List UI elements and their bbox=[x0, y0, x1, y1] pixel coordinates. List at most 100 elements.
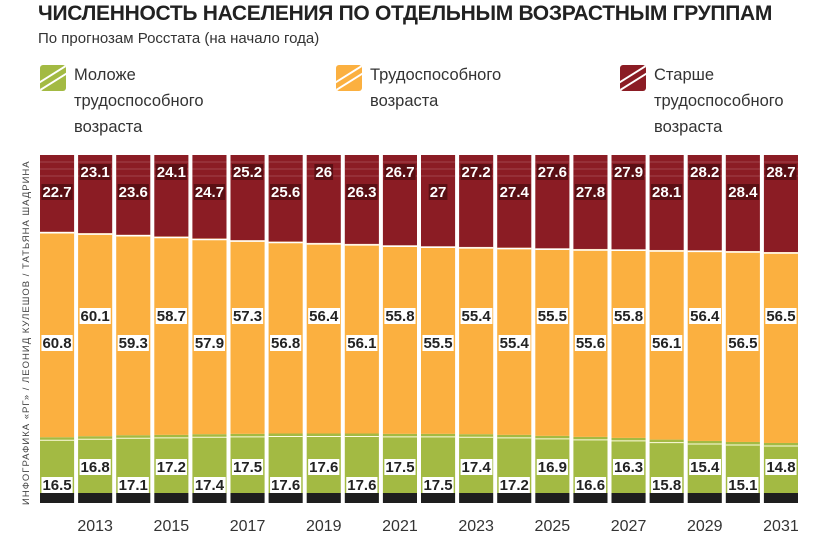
label-young-2022-bg bbox=[422, 477, 454, 493]
label-old-2022: 27 bbox=[430, 184, 447, 201]
label-old-2022-group: 27 bbox=[428, 184, 448, 201]
x-tick-label-2029: 2029 bbox=[687, 518, 723, 535]
label-working-2018: 56.8 bbox=[271, 335, 300, 352]
label-working-2026: 55.6 bbox=[576, 335, 605, 352]
label-old-2018: 25.6 bbox=[271, 184, 300, 201]
label-old-2029-group: 28.2 bbox=[689, 164, 721, 181]
label-working-2023-group: 55.4 bbox=[460, 308, 493, 325]
bar-base-2019 bbox=[306, 493, 341, 503]
label-young-2030-bg bbox=[727, 477, 759, 493]
label-young-2015-bg bbox=[155, 459, 187, 475]
label-old-2020-bg bbox=[346, 184, 378, 200]
label-working-2028-group: 56.1 bbox=[651, 335, 683, 352]
label-working-2022-group: 55.5 bbox=[422, 335, 454, 352]
label-old-2021-group: 26.7 bbox=[384, 164, 416, 181]
label-young-2014-group: 17.1 bbox=[117, 477, 149, 494]
label-young-2028: 15.8 bbox=[652, 477, 681, 494]
label-working-2017: 57.3 bbox=[233, 308, 262, 325]
bar-working-2014 bbox=[116, 234, 151, 436]
label-young-2029-group: 15.4 bbox=[689, 459, 722, 476]
label-old-2012-bg bbox=[41, 184, 73, 200]
label-old-2023: 27.2 bbox=[462, 164, 491, 181]
label-young-2031-bg bbox=[765, 459, 797, 475]
label-old-2015-group: 24.1 bbox=[155, 164, 187, 181]
bar-working-2029 bbox=[687, 250, 722, 441]
label-young-2018-bg bbox=[270, 477, 302, 493]
label-old-2013-group: 23.1 bbox=[79, 164, 111, 181]
label-working-2027-group: 55.8 bbox=[612, 308, 645, 325]
label-working-2017-bg bbox=[231, 308, 264, 324]
label-young-2023-bg bbox=[460, 459, 493, 475]
label-old-2019-bg bbox=[314, 164, 334, 180]
bar-base-2017 bbox=[230, 493, 265, 503]
x-tick-label-2027: 2027 bbox=[611, 518, 647, 535]
x-tick-label-2031: 2031 bbox=[763, 518, 799, 535]
bar-base-2012 bbox=[40, 493, 75, 503]
label-working-2017-group: 57.3 bbox=[231, 308, 264, 325]
label-working-2031-bg bbox=[765, 308, 797, 324]
label-working-2024-group: 55.4 bbox=[498, 335, 531, 352]
label-old-2025-bg bbox=[536, 164, 568, 180]
x-tick-label-2023: 2023 bbox=[458, 518, 494, 535]
bar-old-2024 bbox=[497, 155, 532, 248]
label-working-2031-group: 56.5 bbox=[765, 308, 797, 325]
label-working-2015: 58.7 bbox=[157, 308, 186, 325]
legend-label-old: Старше трудоспособного возраста bbox=[654, 66, 784, 136]
label-young-2012-bg bbox=[41, 477, 73, 493]
label-young-2021-group: 17.5 bbox=[384, 459, 416, 476]
label-old-2017-group: 25.2 bbox=[231, 164, 264, 181]
bar-working-2015 bbox=[154, 236, 189, 435]
label-working-2029-bg bbox=[689, 308, 722, 324]
label-old-2022-bg bbox=[428, 184, 448, 200]
label-old-2018-group: 25.6 bbox=[270, 184, 302, 201]
label-old-2019-group: 26 bbox=[314, 164, 334, 181]
label-old-2014: 23.6 bbox=[119, 184, 148, 201]
label-old-2023-bg bbox=[460, 164, 492, 180]
label-working-2015-bg bbox=[155, 308, 187, 324]
label-young-2026-group: 16.6 bbox=[574, 477, 607, 494]
label-working-2030-group: 56.5 bbox=[727, 335, 759, 352]
label-working-2012-group: 60.8 bbox=[41, 335, 73, 352]
label-old-2024-bg bbox=[498, 184, 531, 200]
label-young-2014-bg bbox=[117, 477, 149, 493]
label-young-2017: 17.5 bbox=[233, 459, 262, 476]
label-working-2026-bg bbox=[574, 335, 607, 351]
chart-subtitle: По прогнозам Росстата (на начало года) bbox=[38, 30, 320, 47]
label-young-2026: 16.6 bbox=[576, 477, 605, 494]
label-young-2021-bg bbox=[384, 459, 416, 475]
label-working-2030-bg bbox=[727, 335, 759, 351]
label-young-2013: 16.8 bbox=[81, 459, 110, 476]
label-old-2019: 26 bbox=[315, 164, 332, 181]
label-working-2014-group: 59.3 bbox=[117, 335, 149, 352]
label-working-2021: 55.8 bbox=[385, 308, 414, 325]
label-young-2015: 17.2 bbox=[157, 459, 186, 476]
label-old-2030-bg bbox=[727, 184, 760, 200]
bar-base-2016 bbox=[192, 493, 227, 503]
label-young-2028-bg bbox=[651, 477, 683, 493]
label-young-2027-group: 16.3 bbox=[612, 459, 645, 476]
label-working-2024-bg bbox=[498, 335, 531, 351]
label-young-2029-bg bbox=[689, 459, 722, 475]
label-working-2013-bg bbox=[79, 308, 111, 324]
label-old-2016-bg bbox=[193, 184, 226, 200]
legend-swatch-old bbox=[620, 65, 646, 91]
label-working-2020-bg bbox=[346, 335, 378, 351]
bar-base-2014 bbox=[116, 493, 151, 503]
label-young-2016: 17.4 bbox=[195, 477, 225, 494]
label-working-2028: 56.1 bbox=[652, 335, 681, 352]
label-old-2020-group: 26.3 bbox=[346, 184, 378, 201]
label-old-2027-bg bbox=[612, 164, 645, 180]
label-young-2017-bg bbox=[231, 459, 264, 475]
label-working-2031: 56.5 bbox=[766, 308, 795, 325]
label-working-2030: 56.5 bbox=[728, 335, 757, 352]
label-young-2012-group: 16.5 bbox=[41, 477, 73, 494]
label-old-2017-bg bbox=[231, 164, 264, 180]
bar-base-2028 bbox=[649, 493, 684, 503]
label-young-2030-group: 15.1 bbox=[727, 477, 759, 494]
label-old-2024: 27.4 bbox=[500, 184, 530, 201]
label-young-2025: 16.9 bbox=[538, 459, 567, 476]
bar-base-2027 bbox=[611, 493, 646, 503]
label-working-2021-group: 55.8 bbox=[384, 308, 416, 325]
label-young-2015-group: 17.2 bbox=[155, 459, 187, 476]
label-young-2024: 17.2 bbox=[500, 477, 529, 494]
